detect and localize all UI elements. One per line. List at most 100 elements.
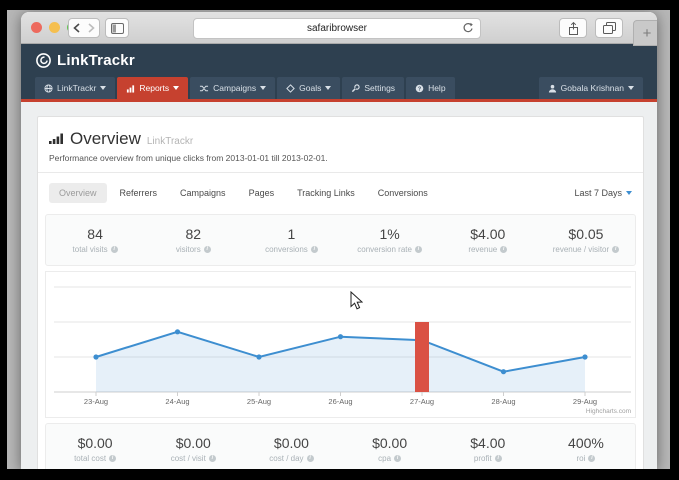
date-range-label: Last 7 Days [574, 188, 622, 198]
stat-value: $4.00 [470, 435, 506, 451]
stat-value: 82 [185, 226, 202, 242]
stats-panel-top: 84 total visits i 82 visitors i 1 conversi… [45, 214, 636, 266]
nav-item-settings[interactable]: Settings [342, 77, 405, 99]
tab-pages[interactable]: Pages [248, 188, 275, 198]
help-icon: ? [415, 84, 424, 92]
nav-item-campaigns[interactable]: Campaigns [190, 77, 276, 99]
stat-cpa: $0.00 cpa i [341, 424, 439, 469]
chevron-down-icon [260, 86, 267, 90]
user-name: Gobala Krishnan [560, 83, 624, 93]
sidebar-toggle-button[interactable] [105, 18, 129, 38]
stat-label: total cost [74, 454, 107, 463]
page-subtitle: Performance overview from unique clicks … [49, 153, 328, 163]
share-button[interactable] [559, 18, 587, 38]
minimize-window-button[interactable] [49, 22, 60, 33]
date-range-dropdown[interactable]: Last 7 Days [574, 188, 632, 198]
nav-item-goals[interactable]: Goals [277, 77, 341, 99]
stat-label: visitors [175, 245, 201, 254]
stat-total-cost: $0.00 total cost i [46, 424, 144, 469]
performance-chart[interactable]: 23-Aug 24-Aug 25-Aug 26-Aug 27-Aug 28-Aug 29-A… [46, 272, 639, 417]
tab-referrers[interactable]: Referrers [119, 188, 158, 198]
stat-revenue: $4.00 revenue i [439, 215, 537, 265]
page-background: Overview LinkTrackr Performance overview… [21, 102, 657, 469]
address-bar[interactable]: safaribrowser [193, 18, 481, 39]
back-chevron-icon [73, 23, 80, 33]
svg-text:26-Aug: 26-Aug [328, 397, 352, 406]
stat-label: cpa [378, 454, 392, 463]
page-title: Overview [70, 129, 141, 148]
nav-item-reports[interactable]: Reports [117, 77, 189, 99]
stat-value: $0.00 [77, 435, 113, 451]
close-window-button[interactable] [31, 22, 42, 33]
nav-item-linktrackr[interactable]: LinkTrackr [35, 77, 116, 99]
info-icon[interactable]: i [494, 455, 502, 462]
svg-text:27-Aug: 27-Aug [410, 397, 434, 406]
info-icon[interactable]: i [500, 246, 508, 253]
nav-label: LinkTrackr [57, 83, 97, 93]
new-tab-button[interactable]: + [633, 20, 657, 46]
sidebar-icon [110, 22, 124, 34]
browser-toolbar: safaribrowser + [21, 12, 657, 46]
info-icon[interactable]: i [612, 246, 620, 253]
url-text: safaribrowser [306, 23, 368, 34]
user-icon [548, 84, 556, 93]
report-tabs: Overview Referrers Campaigns Pages Track… [38, 173, 643, 212]
info-icon[interactable]: i [109, 455, 117, 462]
shuffle-icon [200, 85, 209, 91]
forward-button[interactable] [84, 23, 99, 33]
back-button[interactable] [69, 23, 84, 33]
tab-conversions[interactable]: Conversions [377, 188, 428, 198]
main-nav: LinkTrackr Reports Campaigns Goals Setti… [21, 77, 657, 102]
card-header: Overview LinkTrackr Performance overview… [38, 117, 643, 173]
nav-label: Help [428, 83, 446, 93]
stat-label: revenue [468, 245, 498, 254]
tab-tracking-links[interactable]: Tracking Links [297, 188, 355, 198]
stat-label: profit [473, 454, 492, 463]
svg-text:24-Aug: 24-Aug [165, 397, 189, 406]
page-title-suffix: LinkTrackr [146, 136, 194, 147]
info-icon[interactable]: i [110, 246, 118, 253]
info-icon[interactable]: i [588, 455, 596, 462]
stat-cost-visit: $0.00 cost / visit i [144, 424, 242, 469]
svg-text:Highcharts.com: Highcharts.com [586, 408, 631, 415]
performance-chart-panel: 23-Aug 24-Aug 25-Aug 26-Aug 27-Aug 28-Aug 29-A… [45, 271, 636, 418]
reload-icon [463, 22, 473, 33]
chevron-down-icon [173, 86, 180, 90]
info-icon[interactable]: i [414, 246, 422, 253]
stat-label: revenue / visitor [552, 245, 610, 254]
brand-name: LinkTrackr [57, 52, 135, 69]
svg-text:25-Aug: 25-Aug [247, 397, 271, 406]
stat-value: $0.00 [372, 435, 408, 451]
stat-visitors: 82 visitors i [144, 215, 242, 265]
chevron-down-icon [628, 86, 634, 90]
stat-value: 84 [87, 226, 103, 242]
share-icon [568, 21, 578, 35]
goal-diamond-icon [286, 83, 295, 93]
stat-value: $0.00 [273, 435, 309, 451]
tabs-overview-icon [602, 22, 616, 34]
linktrackr-logo-icon [36, 53, 51, 68]
reload-button[interactable] [462, 22, 474, 38]
stat-profit: $4.00 profit i [439, 424, 537, 469]
stat-value: $0.05 [568, 226, 604, 242]
user-menu[interactable]: Gobala Krishnan [538, 77, 643, 99]
stat-value: $0.00 [175, 435, 211, 451]
tab-campaigns[interactable]: Campaigns [180, 188, 226, 198]
history-nav-buttons [68, 18, 100, 38]
info-icon[interactable]: i [203, 246, 211, 253]
stat-value: 400% [568, 435, 604, 451]
nav-label: Goals [299, 83, 322, 93]
info-icon[interactable]: i [306, 455, 314, 462]
forward-chevron-icon [88, 23, 95, 33]
tab-overview[interactable]: Overview [49, 183, 107, 203]
info-icon[interactable]: i [394, 455, 402, 462]
nav-item-help[interactable]: ? Help [406, 77, 455, 99]
info-icon[interactable]: i [208, 455, 216, 462]
show-tabs-button[interactable] [595, 18, 623, 38]
info-icon[interactable]: i [310, 246, 318, 253]
stat-label: roi [576, 454, 586, 463]
chevron-down-icon [626, 191, 632, 195]
chevron-down-icon [325, 86, 332, 90]
nav-label: Campaigns [213, 83, 257, 93]
stat-roi: 400% roi i [537, 424, 635, 469]
